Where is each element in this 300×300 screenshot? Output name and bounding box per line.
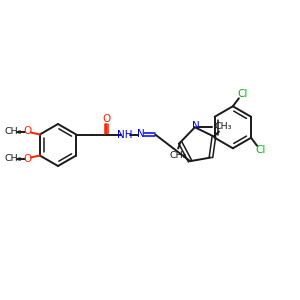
Text: Cl: Cl: [256, 145, 266, 155]
Text: O: O: [102, 115, 110, 124]
Text: CH₃: CH₃: [169, 151, 187, 160]
Text: O: O: [24, 127, 32, 136]
Text: CH₃: CH₃: [214, 122, 232, 131]
Text: Cl: Cl: [238, 89, 248, 99]
Text: CH₃: CH₃: [4, 127, 22, 136]
Text: N: N: [137, 129, 145, 139]
Text: NH: NH: [117, 130, 133, 140]
Text: O: O: [24, 154, 32, 164]
Text: N: N: [192, 121, 200, 131]
Text: CH₃: CH₃: [4, 154, 22, 163]
